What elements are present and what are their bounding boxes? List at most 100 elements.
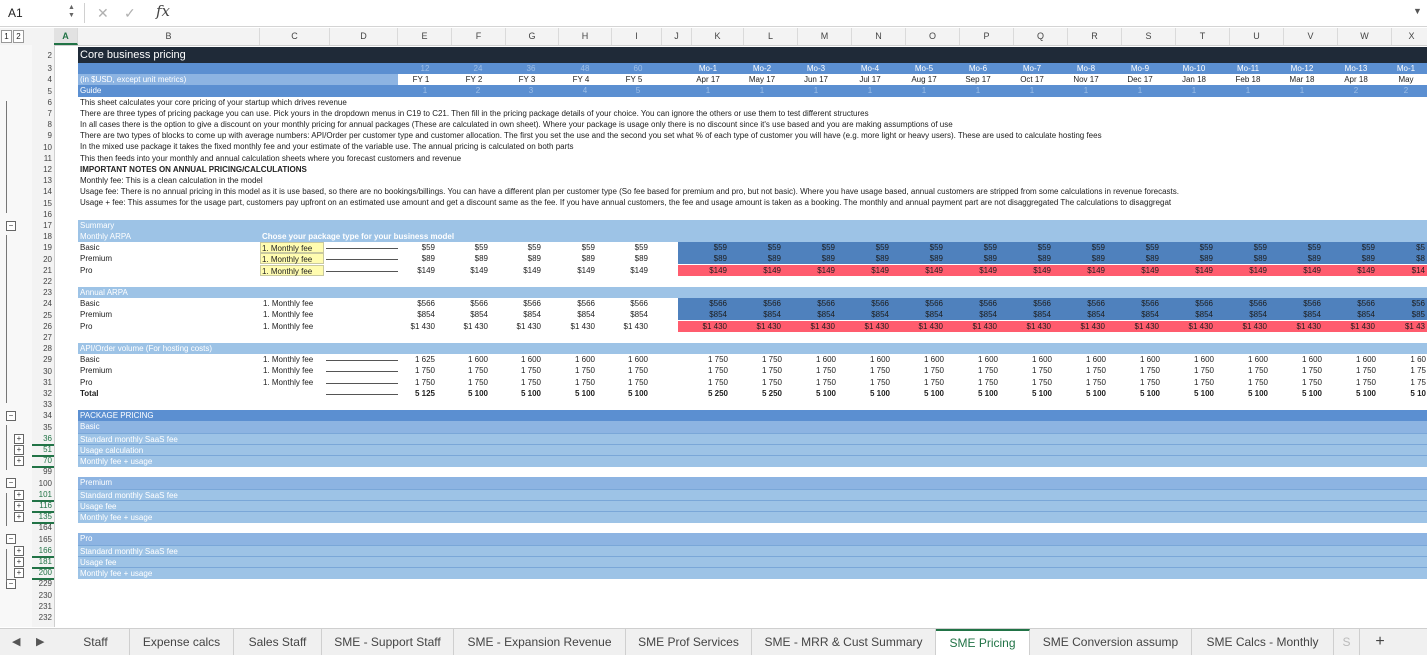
expand-group-button-row-181[interactable]: + bbox=[14, 556, 24, 567]
row-header-18[interactable]: 18 bbox=[43, 232, 52, 242]
sheet-tab-sales-staff[interactable]: Sales Staff bbox=[234, 629, 322, 655]
expand-group-button-row-135[interactable]: + bbox=[14, 512, 24, 522]
row-header-15[interactable]: 15 bbox=[43, 198, 52, 208]
row-header-11[interactable]: 11 bbox=[43, 153, 52, 163]
expand-group-button-row-70[interactable]: + bbox=[14, 456, 24, 466]
row-header-17[interactable]: 17 bbox=[43, 220, 52, 230]
row-header-135[interactable]: 135 bbox=[32, 511, 54, 525]
column-header-s[interactable]: S bbox=[1122, 28, 1176, 45]
column-header-v[interactable]: V bbox=[1284, 28, 1338, 45]
row-header-6[interactable]: 6 bbox=[47, 97, 52, 107]
sheet-tab-s[interactable]: S bbox=[1334, 629, 1360, 655]
package-item-label[interactable]: Standard monthly SaaS fee bbox=[80, 490, 178, 500]
row-header-200[interactable]: 200 bbox=[32, 567, 54, 581]
expand-group-button-row-36[interactable]: + bbox=[14, 433, 24, 444]
sheet-tab-sme-mrr-cust-summary[interactable]: SME - MRR & Cust Summary bbox=[752, 629, 936, 655]
package-item-number[interactable]: 3 bbox=[71, 569, 76, 578]
column-header-h[interactable]: H bbox=[559, 28, 612, 45]
row-header-2[interactable]: 2 bbox=[47, 50, 52, 60]
name-box[interactable]: A1 bbox=[8, 6, 23, 20]
column-header-r[interactable]: R bbox=[1068, 28, 1122, 45]
package-type-dropdown[interactable]: 1. Monthly fee bbox=[260, 242, 324, 254]
row-header-33[interactable]: 33 bbox=[43, 400, 52, 410]
expand-group-button-row-116[interactable]: + bbox=[14, 500, 24, 511]
collapse-group-button-row-229[interactable]: − bbox=[6, 579, 16, 590]
row-header-8[interactable]: 8 bbox=[47, 120, 52, 130]
package-item-label[interactable]: Standard monthly SaaS fee bbox=[80, 546, 178, 556]
column-header-b[interactable]: B bbox=[78, 28, 260, 45]
outline-level-1-button[interactable]: 1 bbox=[1, 30, 12, 43]
expand-group-button-row-200[interactable]: + bbox=[14, 568, 24, 578]
row-header-232[interactable]: 232 bbox=[38, 612, 52, 622]
package-item-label[interactable]: Usage fee bbox=[80, 557, 117, 567]
row-header-99[interactable]: 99 bbox=[43, 467, 52, 477]
row-header-181[interactable]: 181 bbox=[32, 556, 54, 569]
column-header-n[interactable]: N bbox=[852, 28, 906, 45]
sheet-tab-sme-pricing[interactable]: SME Pricing bbox=[936, 629, 1030, 655]
row-header-3[interactable]: 3 bbox=[47, 64, 52, 74]
collapse-group-button-row-100[interactable]: − bbox=[6, 478, 16, 489]
row-header-165[interactable]: 165 bbox=[38, 534, 52, 544]
column-header-x[interactable]: X bbox=[1392, 28, 1427, 45]
package-item-label[interactable]: Monthly fee + usage bbox=[80, 569, 153, 578]
tab-scroll-left-icon[interactable]: ◀ bbox=[12, 636, 21, 648]
sheet-tab-sme-prof-services[interactable]: SME Prof Services bbox=[626, 629, 752, 655]
package-item-number[interactable]: 2 bbox=[71, 557, 76, 567]
column-header-p[interactable]: P bbox=[960, 28, 1014, 45]
column-header-l[interactable]: L bbox=[744, 28, 798, 45]
column-header-u[interactable]: U bbox=[1230, 28, 1284, 45]
row-header-31[interactable]: 31 bbox=[43, 377, 52, 387]
row-header-230[interactable]: 230 bbox=[38, 590, 52, 600]
row-header-12[interactable]: 12 bbox=[43, 164, 52, 174]
cell-grid[interactable]: Core business pricing 12 24 36 48 60 Mo-1 Mo-2 M… bbox=[54, 45, 1427, 627]
package-item-number[interactable]: 1 bbox=[71, 546, 76, 556]
package-type-dropdown[interactable]: 1. Monthly fee bbox=[260, 253, 324, 265]
row-header-29[interactable]: 29 bbox=[43, 355, 52, 365]
row-header-32[interactable]: 32 bbox=[43, 388, 52, 398]
row-header-26[interactable]: 26 bbox=[43, 321, 52, 331]
row-header-164[interactable]: 164 bbox=[38, 523, 52, 533]
row-header-10[interactable]: 10 bbox=[43, 142, 52, 152]
row-header-19[interactable]: 19 bbox=[43, 243, 52, 253]
chevron-down-icon[interactable]: ▼ bbox=[1413, 6, 1422, 16]
row-header-30[interactable]: 30 bbox=[43, 366, 52, 376]
row-header-21[interactable]: 21 bbox=[43, 265, 52, 275]
column-header-j[interactable]: J bbox=[662, 28, 692, 45]
row-header-16[interactable]: 16 bbox=[43, 209, 52, 219]
row-header-28[interactable]: 28 bbox=[43, 344, 52, 354]
outline-level-2-button[interactable]: 2 bbox=[13, 30, 24, 43]
outline-level-buttons[interactable]: 123 bbox=[0, 28, 32, 58]
expand-group-button-row-166[interactable]: + bbox=[14, 545, 24, 556]
row-header-23[interactable]: 23 bbox=[43, 288, 52, 298]
package-item-number[interactable]: 2 bbox=[71, 445, 76, 455]
package-item-number[interactable]: 2 bbox=[71, 501, 76, 511]
column-header-a[interactable]: A bbox=[54, 28, 78, 45]
sheet-tab-sme-calcs-monthly[interactable]: SME Calcs - Monthly bbox=[1192, 629, 1334, 655]
row-header-7[interactable]: 7 bbox=[47, 108, 52, 118]
row-header-4[interactable]: 4 bbox=[47, 75, 52, 85]
row-header-5[interactable]: 5 bbox=[47, 86, 52, 96]
row-header-101[interactable]: 101 bbox=[32, 489, 54, 502]
collapse-group-button-row-34[interactable]: − bbox=[6, 411, 16, 422]
row-header-22[interactable]: 22 bbox=[43, 276, 52, 286]
confirm-icon[interactable]: ✓ bbox=[124, 5, 136, 21]
add-sheet-button[interactable]: + bbox=[1375, 633, 1385, 650]
row-header-27[interactable]: 27 bbox=[43, 332, 52, 342]
row-header-70[interactable]: 70 bbox=[32, 455, 54, 469]
row-header-20[interactable]: 20 bbox=[43, 254, 52, 264]
expand-group-button-row-51[interactable]: + bbox=[14, 444, 24, 455]
column-header-g[interactable]: G bbox=[506, 28, 559, 45]
function-icon[interactable]: fx bbox=[156, 2, 171, 20]
tab-scroll-right-icon[interactable]: ▶ bbox=[36, 636, 45, 648]
column-header-t[interactable]: T bbox=[1176, 28, 1230, 45]
outline-gutter[interactable]: − − + + + − + + + − + + + − bbox=[0, 45, 33, 627]
column-header-f[interactable]: F bbox=[452, 28, 506, 45]
package-item-label[interactable]: Monthly fee + usage bbox=[80, 513, 153, 522]
collapse-group-button-row-165[interactable]: − bbox=[6, 534, 16, 545]
column-header-m[interactable]: M bbox=[798, 28, 852, 45]
column-header-i[interactable]: I bbox=[612, 28, 662, 45]
column-header-w[interactable]: W bbox=[1338, 28, 1392, 45]
column-header-d[interactable]: D bbox=[330, 28, 398, 45]
package-item-label[interactable]: Standard monthly SaaS fee bbox=[80, 434, 178, 444]
row-header-100[interactable]: 100 bbox=[38, 478, 52, 488]
